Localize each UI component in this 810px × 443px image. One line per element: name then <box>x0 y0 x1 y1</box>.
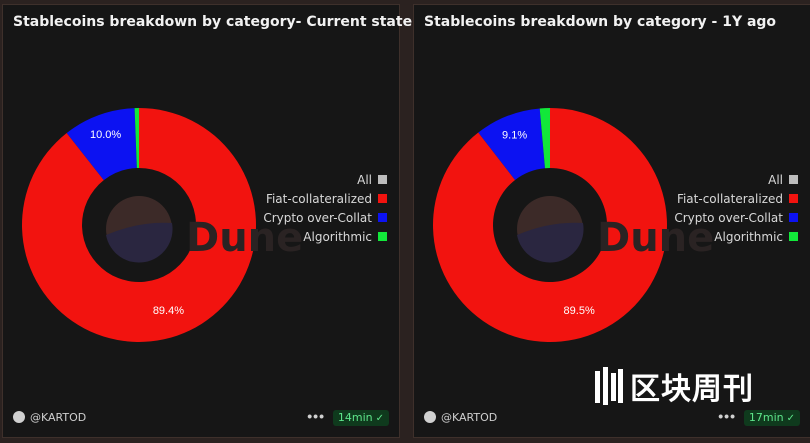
more-options-icon[interactable]: ••• <box>718 408 736 424</box>
more-options-icon[interactable]: ••• <box>307 408 325 424</box>
legend-label: Fiat-collateralized <box>676 192 783 206</box>
legend-item-all[interactable]: All <box>674 171 798 190</box>
legend-swatch <box>789 213 798 222</box>
chart-panel-1y-ago: Stablecoins breakdown by category - 1Y a… <box>413 4 810 438</box>
legend-label: All <box>768 173 783 187</box>
slice-value-label: 10.0% <box>90 129 121 141</box>
slice-value-label: 89.4% <box>153 305 184 317</box>
legend-label: Crypto over-Collat <box>263 211 372 225</box>
legend-swatch <box>378 213 387 222</box>
refresh-time-badge[interactable]: 14min ✓ <box>332 410 389 426</box>
dune-watermark: Dune <box>597 215 715 261</box>
check-circle-icon: ✓ <box>786 413 795 424</box>
dune-watermark: Dune <box>186 215 304 261</box>
legend-swatch <box>789 194 798 203</box>
author-link[interactable]: @KARTOD <box>424 411 497 424</box>
donut-slice-fiat-collateralized[interactable] <box>432 108 667 342</box>
refresh-time: 14min <box>337 411 373 424</box>
legend-swatch <box>378 175 387 184</box>
donut-chart: 89.5% 9.1% <box>432 108 667 342</box>
panel-footer: @KARTOD ••• 14min ✓ <box>13 408 389 428</box>
legend-item-fiat[interactable]: Fiat-collateralized <box>263 190 387 209</box>
legend-item-algorithmic[interactable]: Algorithmic <box>674 228 798 247</box>
author-name: @KARTOD <box>441 411 498 424</box>
slice-value-label: 9.1% <box>502 130 527 142</box>
panel-title: Stablecoins breakdown by category - 1Y a… <box>424 14 777 30</box>
dune-logo-icon <box>517 196 584 263</box>
legend-item-all[interactable]: All <box>263 171 387 190</box>
legend-label: All <box>357 173 372 187</box>
donut-slice-crypto-over-collat[interactable] <box>66 108 137 181</box>
chart-legend: All Fiat-collateralized Crypto over-Coll… <box>674 171 798 247</box>
legend-label: Crypto over-Collat <box>674 211 783 225</box>
check-circle-icon: ✓ <box>375 413 384 424</box>
legend-label: Fiat-collateralized <box>265 192 372 206</box>
legend-item-algorithmic[interactable]: Algorithmic <box>263 228 387 247</box>
donut-slice-algorithmic[interactable] <box>539 108 550 169</box>
dune-logo-icon <box>106 196 173 263</box>
refresh-time: 17min <box>748 411 784 424</box>
chart-panel-current: Stablecoins breakdown by category- Curre… <box>2 4 412 438</box>
panel-title: Stablecoins breakdown by category- Curre… <box>13 14 413 30</box>
author-link[interactable]: @KARTOD <box>13 411 86 424</box>
avatar <box>13 411 25 423</box>
donut-slice-algorithmic[interactable] <box>134 108 139 169</box>
refresh-time-badge[interactable]: 17min ✓ <box>743 410 800 426</box>
legend-item-crypto[interactable]: Crypto over-Collat <box>674 209 798 228</box>
avatar <box>424 411 436 423</box>
brand-logo: 区块周刊 <box>594 366 754 407</box>
brand-text: 区块周刊 <box>630 372 754 407</box>
author-name: @KARTOD <box>30 411 87 424</box>
legend-swatch <box>789 175 798 184</box>
donut-chart: 89.4% 10.0% <box>22 108 257 343</box>
legend-item-crypto[interactable]: Crypto over-Collat <box>263 209 387 228</box>
slice-value-label: 89.5% <box>564 305 595 317</box>
donut-slice-fiat-collateralized[interactable] <box>22 108 257 343</box>
donut-slice-crypto-over-collat[interactable] <box>478 108 545 180</box>
legend-swatch <box>789 232 798 241</box>
chart-legend: All Fiat-collateralized Crypto over-Coll… <box>263 171 387 247</box>
legend-label: Algorithmic <box>303 230 372 244</box>
legend-swatch <box>378 232 387 241</box>
panel-footer: @KARTOD ••• 17min ✓ <box>424 408 800 428</box>
legend-label: Algorithmic <box>714 230 783 244</box>
brand-bars-icon <box>595 367 623 405</box>
legend-swatch <box>378 194 387 203</box>
legend-item-fiat[interactable]: Fiat-collateralized <box>674 190 798 209</box>
